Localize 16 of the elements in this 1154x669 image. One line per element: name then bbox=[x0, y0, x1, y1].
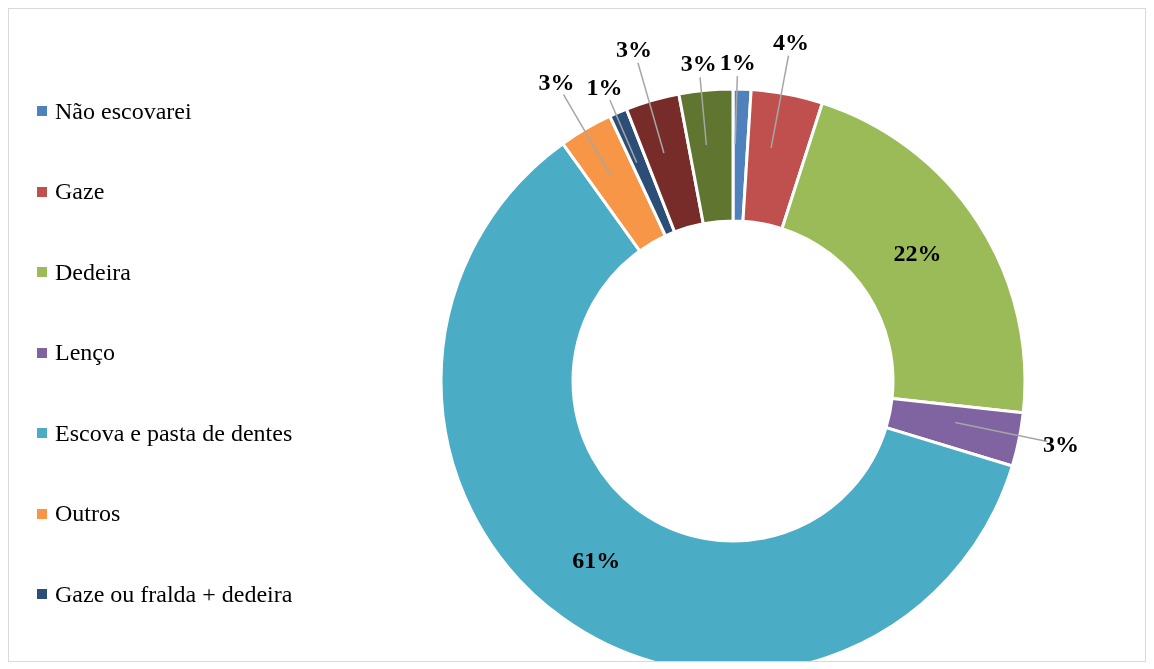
data-label: 1% bbox=[586, 74, 623, 101]
legend-label: Gaze ou fralda + dedeira bbox=[55, 580, 293, 608]
legend-label: Dedeira bbox=[55, 258, 131, 286]
legend-label: Lenço bbox=[55, 339, 115, 367]
data-label: 3% bbox=[1043, 431, 1080, 458]
data-label: 22% bbox=[893, 240, 942, 267]
data-label: 3% bbox=[616, 36, 653, 63]
data-label: 4% bbox=[773, 28, 810, 55]
legend-label: Escova e pasta de dentes bbox=[55, 419, 293, 447]
data-label: 1% bbox=[719, 49, 756, 76]
legend-label: Outros bbox=[55, 500, 121, 528]
data-label: 3% bbox=[680, 50, 717, 77]
legend-label: Não escovarei bbox=[55, 97, 192, 125]
legend-label: Gaze bbox=[55, 178, 105, 206]
data-label: 61% bbox=[572, 546, 621, 573]
data-label: 3% bbox=[538, 69, 575, 96]
